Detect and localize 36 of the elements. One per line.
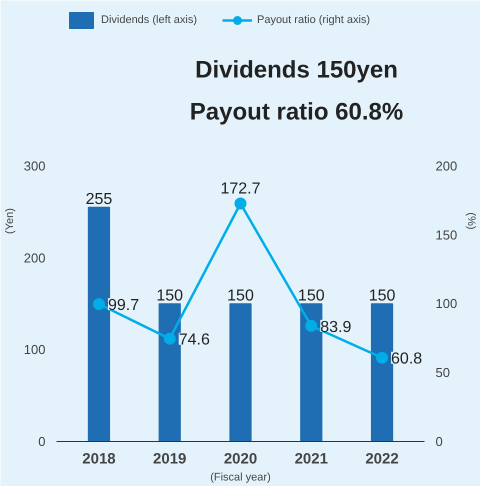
data-label: 99.7 bbox=[108, 297, 140, 314]
y2-tick-label: 50 bbox=[436, 365, 450, 380]
point bbox=[305, 320, 318, 332]
y2-tick-label: 200 bbox=[436, 158, 458, 174]
data-label: 150 bbox=[368, 288, 396, 305]
y-tick-label: 300 bbox=[24, 158, 46, 174]
x-tick-label: 2020 bbox=[224, 450, 258, 468]
point bbox=[92, 298, 105, 310]
y2-tick-label: 150 bbox=[436, 227, 458, 242]
y-tick-label: 0 bbox=[38, 434, 46, 449]
annotation: Payout ratio 60.8% bbox=[190, 98, 404, 126]
data-label: 150 bbox=[156, 288, 184, 305]
y-tick-label: 200 bbox=[24, 250, 46, 266]
annotation: Dividends 150yen bbox=[195, 56, 398, 84]
data-label: 150 bbox=[227, 288, 254, 305]
point bbox=[234, 198, 246, 210]
data-label: 60.8 bbox=[391, 350, 422, 368]
data-label: 255 bbox=[86, 191, 112, 208]
data-label: 172.7 bbox=[220, 180, 261, 198]
data-label: 83.9 bbox=[320, 318, 352, 336]
y2-axis-title: (%) bbox=[465, 212, 478, 230]
y2-tick-label: 0 bbox=[436, 434, 443, 449]
point bbox=[164, 332, 176, 345]
data-label: 74.6 bbox=[178, 332, 210, 349]
x-tick-label: 2022 bbox=[365, 450, 399, 468]
x-axis-title: (Fiscal year) bbox=[210, 472, 271, 484]
legend-label: Dividends (left axis) bbox=[101, 14, 197, 26]
x-tick-label: 2019 bbox=[153, 450, 186, 468]
y-axis-title: (Yen) bbox=[4, 208, 16, 234]
legend-label: Payout ratio (right axis) bbox=[256, 14, 370, 26]
x-tick-label: 2018 bbox=[82, 450, 116, 468]
y2-tick-label: 100 bbox=[436, 296, 458, 312]
y-tick-label: 100 bbox=[24, 342, 46, 358]
point bbox=[376, 352, 388, 364]
x-tick-label: 2021 bbox=[294, 450, 328, 468]
data-label: 150 bbox=[298, 288, 325, 305]
